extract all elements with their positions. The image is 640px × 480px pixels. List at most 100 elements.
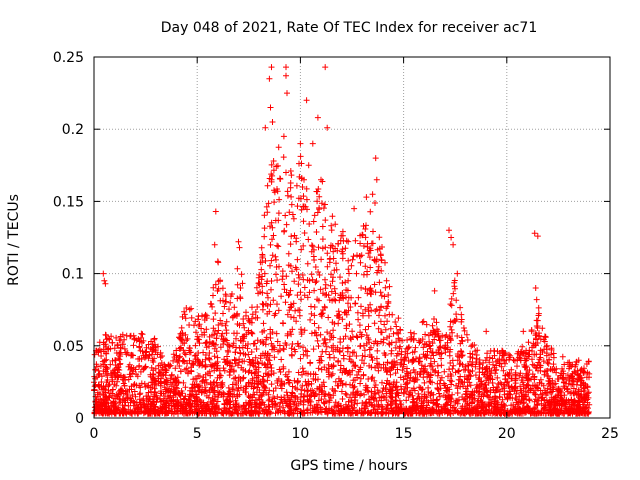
data-point: [177, 353, 183, 360]
data-point: [313, 332, 320, 339]
data-point: [219, 320, 225, 327]
data-point: [437, 337, 444, 344]
data-point: [501, 350, 508, 357]
data-point: [382, 312, 388, 319]
data-point: [225, 384, 232, 391]
data-point: [375, 267, 382, 274]
data-point: [366, 339, 373, 346]
data-point: [340, 406, 347, 413]
data-point: [297, 289, 304, 296]
data-point: [385, 292, 392, 298]
data-point: [450, 362, 457, 369]
data-point: [387, 325, 394, 332]
data-point: [271, 312, 278, 319]
data-point: [298, 160, 305, 167]
data-point: [120, 410, 127, 417]
data-point: [498, 401, 505, 408]
data-point: [231, 357, 238, 364]
data-point: [214, 330, 221, 337]
data-point: [164, 381, 171, 388]
data-point: [351, 401, 358, 407]
data-point: [474, 405, 481, 412]
data-point: [392, 344, 399, 351]
data-point: [117, 360, 124, 367]
data-point: [577, 375, 584, 382]
data-point: [364, 410, 371, 417]
data-point: [386, 283, 393, 290]
data-point: [325, 361, 332, 368]
data-point: [532, 383, 539, 390]
data-point: [224, 341, 231, 348]
data-point: [318, 200, 325, 207]
data-point: [375, 263, 382, 270]
data-point: [182, 331, 189, 338]
data-point: [454, 357, 461, 364]
data-point: [172, 403, 179, 410]
data-point: [405, 410, 412, 417]
data-point: [477, 361, 483, 368]
data-point: [469, 391, 476, 398]
data-point: [214, 362, 221, 369]
data-point: [363, 399, 370, 405]
data-point: [523, 357, 530, 364]
data-point: [190, 393, 197, 400]
data-point: [362, 306, 369, 313]
data-point: [371, 340, 377, 347]
data-point: [361, 391, 368, 398]
data-point: [243, 331, 250, 338]
axis-ticks: 0 5 10 15 20 25 0 0.05 0.1 0.15 0.2 0.25: [53, 50, 619, 442]
data-point: [222, 322, 229, 329]
data-point: [270, 232, 277, 239]
data-point: [201, 317, 208, 323]
data-point: [472, 348, 479, 355]
data-point: [106, 336, 113, 343]
data-point: [223, 337, 230, 344]
data-point: [541, 404, 548, 411]
data-point: [170, 386, 177, 393]
data-point: [380, 336, 387, 343]
data-point: [133, 371, 140, 378]
data-point: [131, 335, 138, 342]
data-point: [345, 277, 352, 284]
data-point: [397, 326, 404, 333]
data-point: [325, 369, 332, 376]
data-point: [343, 322, 350, 329]
data-point: [253, 284, 260, 291]
data-point: [455, 376, 462, 383]
data-point: [286, 400, 293, 407]
data-point: [141, 354, 148, 361]
data-point: [99, 403, 106, 410]
data-point: [523, 363, 530, 370]
data-point: [188, 314, 195, 321]
data-point: [322, 281, 329, 288]
data-point: [322, 64, 329, 71]
data-point: [575, 371, 582, 377]
data-point: [216, 367, 223, 374]
data-point: [317, 286, 324, 293]
data-point: [512, 395, 519, 401]
data-point: [117, 337, 124, 343]
data-point: [499, 404, 506, 411]
data-point: [112, 400, 119, 407]
data-point: [339, 232, 346, 239]
data-point: [410, 358, 417, 364]
data-point: [325, 314, 332, 321]
data-point: [380, 385, 387, 392]
data-point: [130, 382, 137, 389]
data-point: [340, 295, 347, 302]
data-point: [212, 410, 219, 417]
data-point: [210, 284, 217, 291]
data-point: [318, 366, 325, 373]
data-point: [523, 347, 530, 354]
data-point: [291, 232, 298, 239]
data-point: [309, 243, 316, 250]
data-point: [218, 409, 225, 416]
data-point: [219, 285, 226, 292]
data-point: [306, 221, 313, 227]
data-point: [382, 364, 389, 371]
data-point: [182, 351, 189, 358]
data-point: [376, 307, 383, 314]
data-point: [454, 333, 461, 339]
data-point: [403, 380, 410, 387]
data-point: [345, 300, 351, 307]
